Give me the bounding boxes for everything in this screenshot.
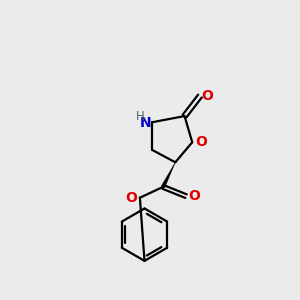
Text: O: O [125,191,137,205]
Polygon shape [161,162,175,188]
Text: O: O [188,189,200,203]
Text: O: O [202,89,214,103]
Text: N: N [140,116,152,130]
Text: O: O [195,135,207,149]
Text: H: H [136,110,144,123]
